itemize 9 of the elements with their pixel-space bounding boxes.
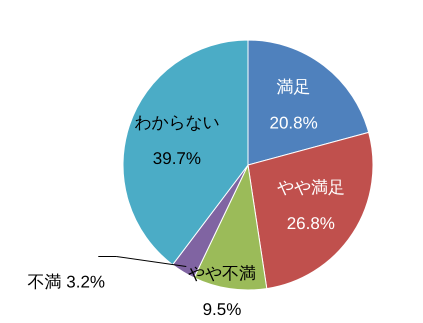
slice-label: わからない [134,113,220,132]
slice-label: 不満 3.2% [28,272,106,292]
slice-label: 満足 [276,77,311,96]
slice-label: やや満足 [276,178,345,197]
slice-label: やや不満 [188,264,256,284]
data-label: 20.8% [269,113,318,132]
data-label: 26.8% [286,214,335,233]
data-label: 9.5% [202,300,242,320]
data-label: 39.7% [152,149,201,168]
